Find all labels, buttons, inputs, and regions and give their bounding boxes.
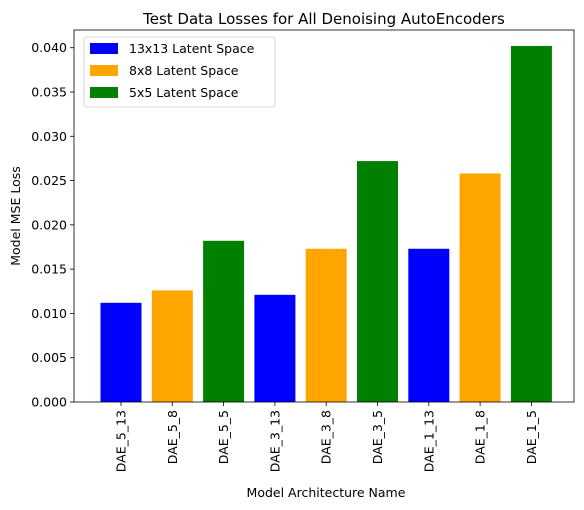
y-tick-label: 0.025 (31, 173, 67, 188)
legend-label: 5x5 Latent Space (129, 85, 239, 100)
bar-DAE_5_5 (203, 240, 245, 402)
legend-label: 8x8 Latent Space (129, 63, 239, 78)
y-axis-label: Model MSE Loss (8, 166, 23, 266)
legend-box (83, 36, 276, 108)
y-tick-label: 0.035 (31, 85, 67, 100)
y-tick-label: 0.015 (31, 262, 67, 277)
y-axis: 0.000 0.005 0.010 0.015 0.020 0.025 0.030 0.035… (31, 40, 74, 410)
x-tick-label: DAE_1_13 (421, 410, 436, 472)
legend-swatch (90, 43, 118, 54)
plot-frame (73, 29, 575, 403)
bar-DAE_3_5 (357, 161, 398, 402)
legend-label: 13x13 Latent Space (129, 41, 255, 56)
y-tick-label: 0.020 (31, 217, 67, 232)
chart-title: Test Data Losses for All Denoising AutoE… (142, 10, 505, 28)
bar-DAE_5_8 (151, 290, 193, 402)
bar-DAE_3_8 (305, 248, 347, 402)
y-tick-label: 0.030 (31, 129, 67, 144)
y-tick-label: 0.005 (31, 350, 67, 365)
x-tick-label: DAE_3_13 (267, 410, 282, 472)
legend-swatch (90, 87, 118, 98)
x-tick-label: DAE_5_8 (165, 410, 180, 464)
x-tick-label: DAE_5_5 (216, 410, 231, 464)
bar-DAE_1_5 (510, 45, 552, 402)
x-axis: DAE_5_13 DAE_5_8 DAE_5_5 DAE_3_13 DAE_3_8 DAE… (114, 402, 539, 472)
bars (100, 45, 552, 402)
y-tick-label: 0.000 (31, 395, 67, 410)
legend-swatch (90, 65, 118, 76)
bar-DAE_1_13 (408, 248, 450, 402)
y-tick-label: 0.010 (31, 306, 67, 321)
x-tick-label: DAE_5_13 (114, 410, 129, 472)
x-axis-label: Model Architecture Name (247, 485, 406, 500)
y-tick-label: 0.040 (31, 40, 67, 55)
legend: 13x13 Latent Space 8x8 Latent Space 5x5 La… (83, 36, 276, 108)
x-tick-label: DAE_3_8 (319, 410, 334, 464)
bar-DAE_3_13 (254, 294, 296, 402)
bar-DAE_1_8 (459, 173, 501, 402)
bar-DAE_5_13 (100, 302, 142, 402)
x-tick-label: DAE_3_5 (370, 410, 385, 464)
x-tick-label: DAE_1_8 (473, 410, 488, 464)
x-tick-label: DAE_1_5 (524, 410, 539, 464)
